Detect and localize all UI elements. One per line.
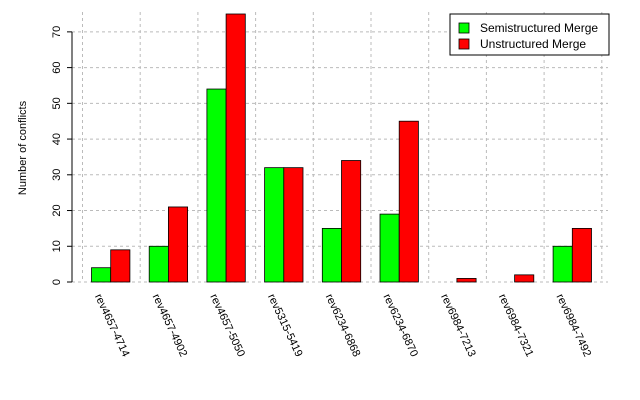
x-tick-label: rev5315-5419 [265,292,305,359]
x-tick-label: rev6984-7321 [496,292,536,359]
bar-semistructured-1 [91,267,112,283]
x-tick-label: rev4657-5050 [207,292,247,359]
y-tick-label: 10 [51,240,63,252]
bar-semistructured-4 [264,167,285,283]
legend-box [449,13,610,56]
bars [91,13,592,283]
legend-label: Unstructured Merge [480,37,586,51]
bar-unstructured-7 [456,278,477,283]
bar-semistructured-5 [321,227,342,283]
bar-unstructured-1 [110,249,131,283]
y-axis: 0 10 20 30 40 50 60 70 [51,26,73,285]
x-tick-label: rev6234-6868 [323,292,363,359]
bar-unstructured-8 [514,274,535,283]
bar-unstructured-4 [283,167,304,283]
legend-label: Semistructured Merge [480,21,598,35]
bar-semistructured-6 [379,213,400,283]
x-tick-label: rev6984-7492 [554,292,594,359]
y-axis-title: Number of conflicts [17,100,29,195]
x-tick-label: rev6234-6870 [380,292,420,359]
legend-swatch [458,38,470,50]
y-tick-label: 60 [51,61,63,73]
bar-semistructured-9 [552,245,573,283]
y-tick-label: 40 [51,133,63,145]
bar-unstructured-3 [225,13,246,283]
y-tick-label: 50 [51,97,63,109]
bar-semistructured-2 [148,245,169,283]
x-axis-labels: rev4657-4714 rev4657-4902 rev4657-5050 rev5… [92,292,593,359]
bar-unstructured-9 [571,227,592,283]
legend-swatch [458,22,470,34]
bar-semistructured-3 [206,88,227,283]
x-tick-label: rev4657-4902 [150,292,190,359]
y-tick-label: 70 [51,26,63,38]
bar-unstructured-6 [398,120,419,283]
bar-unstructured-5 [341,160,362,283]
bar-unstructured-2 [167,206,188,283]
legend: Semistructured Merge Unstructured Merge [449,13,610,56]
x-tick-label: rev6984-7213 [438,292,478,359]
y-tick-label: 30 [51,169,63,181]
x-tick-label: rev4657-4714 [92,292,132,359]
y-tick-label: 20 [51,204,63,216]
y-tick-label: 0 [51,279,63,285]
